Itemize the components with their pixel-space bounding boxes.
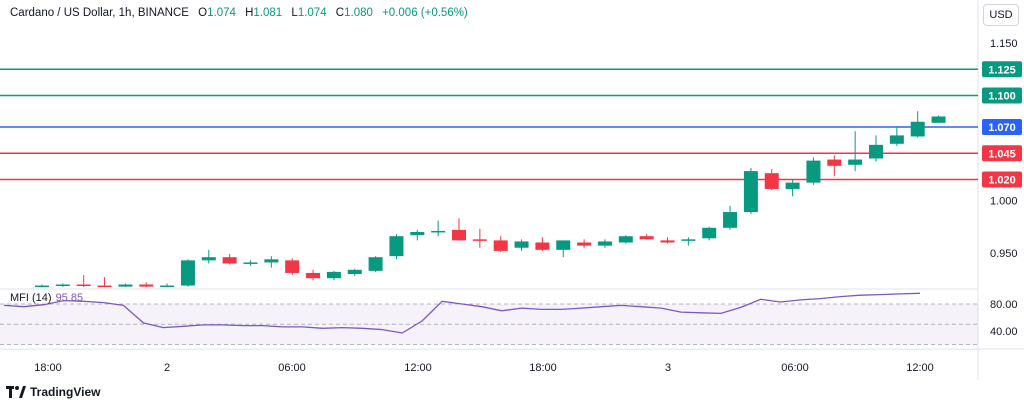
low-value: 1.074	[297, 7, 327, 19]
candle-body	[869, 144, 883, 159]
candle-body	[785, 182, 800, 189]
candle-body	[243, 262, 258, 264]
time-tick-label: 18:00	[529, 362, 557, 374]
candle-body	[410, 232, 425, 236]
candle-body	[723, 212, 738, 228]
candle-body	[160, 285, 175, 288]
candle-body	[535, 242, 550, 250]
candle-body	[660, 240, 675, 243]
candle-body	[139, 284, 154, 287]
tradingview-brand: TradingView	[6, 385, 100, 399]
candle-body	[264, 259, 279, 263]
candle-body	[764, 173, 779, 189]
candle-body	[222, 257, 237, 264]
high-value: 1.081	[253, 7, 283, 19]
mfi-tick-label: 40.00	[990, 326, 1018, 338]
time-tick-label: 18:00	[34, 362, 62, 374]
time-tick-label: 12:00	[404, 362, 432, 374]
candle-body	[806, 160, 821, 183]
candle-body	[55, 284, 70, 286]
candle-body	[493, 240, 508, 251]
candle-body	[597, 241, 612, 246]
candle-body	[827, 159, 842, 166]
level-pill-1.045	[982, 145, 1022, 162]
candle-body	[285, 260, 300, 273]
close-value: 1.080	[344, 7, 373, 19]
symbol-header: Cardano / US Dollar, 1h, BINANCE O1.074 …	[10, 7, 468, 19]
candle-body	[514, 241, 529, 248]
level-pill-1.125	[982, 61, 1022, 78]
time-tick-label: 12:00	[906, 362, 934, 374]
level-pill-1.100	[982, 87, 1022, 104]
candle-body	[118, 284, 133, 287]
candle-body	[848, 159, 863, 165]
candle-body	[180, 260, 195, 286]
candle-body	[452, 229, 466, 241]
candle-body	[389, 236, 404, 257]
mfi-legend: MFI (14) 95.85	[10, 292, 83, 304]
level-label-1.100: 1.100	[988, 91, 1016, 103]
mfi-tick-label: 80.00	[990, 299, 1018, 311]
low-label: L	[291, 7, 298, 19]
candle-body	[743, 171, 758, 213]
candle-body	[347, 269, 362, 274]
level-pill-1.020	[982, 171, 1022, 188]
change-value: +0.006 (+0.56%)	[382, 7, 468, 19]
candle-body	[618, 236, 633, 243]
time-tick-label: 3	[665, 362, 671, 374]
price-tick-label: 1.150	[990, 38, 1018, 50]
price-tick-label: 0.950	[990, 248, 1018, 260]
level-label-1.125: 1.125	[988, 64, 1016, 76]
level-label-1.070: 1.070	[988, 122, 1016, 134]
currency-button[interactable]: USD	[983, 4, 1019, 26]
open-value: 1.074	[207, 7, 236, 19]
level-label-1.020: 1.020	[988, 175, 1016, 187]
mfi-line	[3, 292, 921, 334]
level-pill-1.070	[982, 119, 1022, 135]
candle-body	[556, 240, 571, 250]
mfi-value: 95.85	[55, 292, 84, 304]
candle-body	[431, 230, 446, 233]
candle-body	[306, 272, 321, 279]
candle-body	[889, 135, 904, 144]
price-tick-label: 1.000	[990, 196, 1018, 208]
candle-body	[681, 239, 696, 241]
candle-body	[577, 242, 592, 246]
brand-name: TradingView	[30, 385, 101, 399]
candle-body	[97, 285, 112, 288]
time-tick-label: 06:00	[781, 362, 809, 374]
candle-body	[35, 285, 49, 288]
candle-body	[639, 236, 654, 240]
candle-body	[76, 284, 91, 286]
candle-body	[472, 239, 487, 241]
candle-body	[201, 257, 216, 261]
mfi-label: MFI (14)	[10, 292, 52, 304]
candle-body	[368, 257, 383, 271]
open-label: O	[198, 7, 208, 19]
candle-body	[326, 271, 341, 279]
time-tick-label: 2	[164, 362, 170, 374]
level-label-1.045: 1.045	[988, 148, 1016, 160]
symbol-title: Cardano / US Dollar, 1h, BINANCE	[10, 7, 189, 19]
candle-body	[702, 227, 717, 239]
candle-body	[931, 116, 946, 123]
time-tick-label: 06:00	[278, 362, 306, 374]
high-label: H	[245, 7, 254, 19]
close-label: C	[335, 7, 345, 19]
tradingview-logo-icon	[6, 386, 26, 398]
candle-body	[910, 121, 925, 137]
